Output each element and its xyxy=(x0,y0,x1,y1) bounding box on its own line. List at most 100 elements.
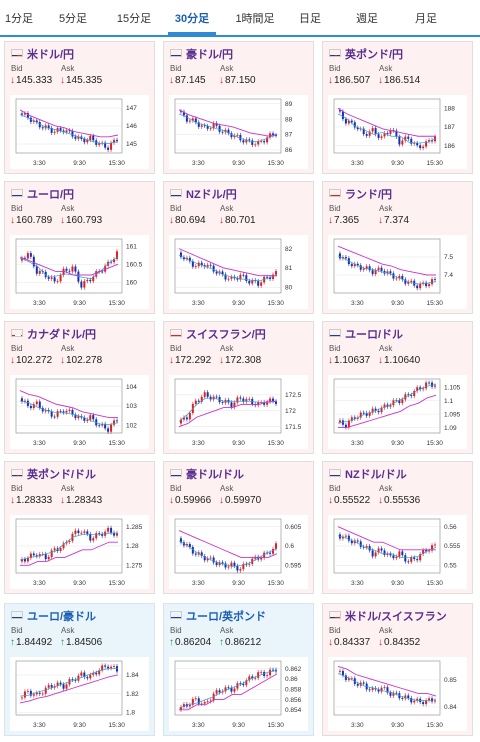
flag-icon xyxy=(170,49,182,57)
arrow-down-icon: ↓ xyxy=(169,355,174,366)
candle xyxy=(191,118,194,121)
flag-icon xyxy=(11,329,23,337)
pair-name[interactable]: カナダドル/円 xyxy=(27,329,97,341)
currency-panel[interactable]: ユーロ/ドル Bid Ask ↓1.10637 ↓1.10640 1.105 1.1 1.09… xyxy=(322,321,473,454)
ask-value: ↓0.55536 xyxy=(378,495,421,506)
candle xyxy=(230,562,233,567)
pair-name[interactable]: ユーロ/ドル xyxy=(345,329,404,341)
currency-panel[interactable]: スイスフラン/円 Bid Ask ↓172.292 ↓172.308 172.5 172 17… xyxy=(163,321,314,454)
currency-panel[interactable]: 豪ドル/ドル Bid Ask ↓0.59966 ↓0.59970 0.605 0.6 0.59… xyxy=(163,461,314,594)
candle xyxy=(185,544,188,546)
tab-0[interactable]: 1分足 xyxy=(4,13,34,25)
x-tick-label: 9:30 xyxy=(232,440,245,447)
pair-name[interactable]: 英ポンド/円 xyxy=(345,49,404,61)
candle xyxy=(371,128,374,132)
currency-panel[interactable]: ユーロ/英ポンド Bid Ask ↑0.86204 ↑0.86212 0.862 0.86 0… xyxy=(163,603,314,736)
pair-name[interactable]: ユーロ/英ポンド xyxy=(186,611,267,623)
candle xyxy=(50,277,53,279)
pair-name[interactable]: ユーロ/豪ドル xyxy=(27,611,97,623)
candle xyxy=(26,400,29,406)
x-tick-label: 9:30 xyxy=(73,580,86,587)
y-tick-label: 188 xyxy=(444,106,455,113)
candle xyxy=(179,707,182,710)
pair-name[interactable]: 米ドル/円 xyxy=(27,49,75,61)
candle xyxy=(44,409,47,412)
pair-name[interactable]: 豪ドル/ドル xyxy=(186,469,245,481)
pair-name[interactable]: ユーロ/円 xyxy=(27,189,75,201)
y-tick-label: 146 xyxy=(126,123,137,130)
tab-7[interactable]: 月足 xyxy=(415,13,437,25)
ma-long-line xyxy=(19,256,119,276)
flag-icon xyxy=(329,329,341,337)
ask-value: ↓80.701 xyxy=(219,215,256,226)
currency-panel[interactable]: ランド/円 Bid Ask ↓7.365 ↓7.374 7.5 7.4 3:30 9:30 15:… xyxy=(322,181,473,314)
ma-long-line xyxy=(178,109,278,137)
candle xyxy=(410,697,413,703)
y-tick-label: 0.856 xyxy=(285,697,302,704)
x-tick-label: 15:30 xyxy=(427,300,444,307)
candle xyxy=(260,671,263,673)
y-tick-label: 1.84 xyxy=(126,672,139,679)
x-tick-label: 9:30 xyxy=(232,300,245,307)
candle xyxy=(275,401,277,404)
x-tick-label: 9:30 xyxy=(73,300,86,307)
ask-label: Ask xyxy=(61,64,75,73)
candle xyxy=(260,141,263,142)
candle xyxy=(353,417,356,419)
candle xyxy=(398,136,401,145)
tab-3[interactable]: 30分足 xyxy=(168,0,216,35)
bid-label: Bid xyxy=(329,484,341,493)
currency-panel[interactable]: NZドル/円 Bid Ask ↓80.694 ↓80.701 82 81 80 3:30 9:30… xyxy=(163,181,314,314)
tab-1[interactable]: 5分足 xyxy=(58,13,88,25)
candle xyxy=(431,279,434,285)
candle xyxy=(95,271,98,277)
candle xyxy=(188,544,191,548)
candle xyxy=(395,556,398,559)
pair-name[interactable]: 英ポンド/ドル xyxy=(27,469,97,481)
currency-panel[interactable]: 米ドル/円 Bid Ask ↓145.333 ↓145.335 147 146 145 3:30… xyxy=(4,41,155,174)
pair-name[interactable]: 豪ドル/円 xyxy=(186,49,234,61)
candle xyxy=(194,698,197,700)
pair-name[interactable]: 米ドル/スイスフラン xyxy=(345,611,447,623)
pair-name[interactable]: ランド/円 xyxy=(345,189,393,201)
candle xyxy=(185,257,188,260)
candle xyxy=(422,702,425,705)
x-tick-label: 15:30 xyxy=(109,722,126,729)
candle xyxy=(98,143,101,145)
currency-panel[interactable]: ユーロ/円 Bid Ask ↓160.789 ↓160.793 161 160.5 160 3:… xyxy=(4,181,155,314)
pair-name[interactable]: NZドル/ドル xyxy=(345,469,407,481)
currency-panel[interactable]: 英ポンド/円 Bid Ask ↓186.507 ↓186.514 188 187 186 3:3… xyxy=(322,41,473,174)
ask-label: Ask xyxy=(379,204,393,213)
candle xyxy=(191,261,194,267)
currency-panel[interactable]: 米ドル/スイスフラン Bid Ask ↓0.84337 ↓0.84352 0.85 0.84… xyxy=(322,603,473,736)
ask-value: ↓186.514 xyxy=(378,75,421,86)
arrow-down-icon: ↓ xyxy=(378,75,383,86)
candle xyxy=(419,554,422,561)
candle xyxy=(44,553,47,560)
bid-label: Bid xyxy=(329,204,341,213)
candle xyxy=(353,122,356,128)
tab-2[interactable]: 15分足 xyxy=(116,13,152,25)
candle xyxy=(65,268,68,271)
ask-value: ↓102.278 xyxy=(60,355,103,366)
currency-panel[interactable]: 豪ドル/円 Bid Ask ↓87.145 ↓87.150 89 88 87 86 3:30 9:3… xyxy=(163,41,314,174)
y-tick-label: 0.862 xyxy=(285,666,302,673)
y-tick-label: 0.84 xyxy=(444,704,457,711)
candle xyxy=(104,423,107,429)
arrow-down-icon: ↓ xyxy=(378,637,383,648)
tab-6[interactable]: 週足 xyxy=(356,13,378,25)
tab-4[interactable]: 1時間足 xyxy=(235,13,275,25)
x-tick-label: 3:30 xyxy=(351,300,364,307)
y-tick-label: 160.5 xyxy=(126,261,143,268)
bid-label: Bid xyxy=(329,64,341,73)
currency-panel[interactable]: ユーロ/豪ドル Bid Ask ↑1.84492 ↑1.84506 1.84 1.82 1.8… xyxy=(4,603,155,736)
ask-value: ↓0.84352 xyxy=(378,637,421,648)
candle xyxy=(410,280,413,282)
currency-panel[interactable]: NZドル/ドル Bid Ask ↓0.55522 ↓0.55536 0.56 0.555 0.… xyxy=(322,461,473,594)
currency-panel[interactable]: 英ポンド/ドル Bid Ask ↓1.28333 ↓1.28343 1.285 1.28 1.… xyxy=(4,461,155,594)
tab-5[interactable]: 日足 xyxy=(299,13,321,25)
pair-name[interactable]: NZドル/円 xyxy=(186,189,237,201)
currency-panel[interactable]: カナダドル/円 Bid Ask ↓102.272 ↓102.278 104 103 102 3:… xyxy=(4,321,155,454)
pair-name[interactable]: スイスフラン/円 xyxy=(186,329,266,341)
ma-long-line xyxy=(179,673,278,711)
